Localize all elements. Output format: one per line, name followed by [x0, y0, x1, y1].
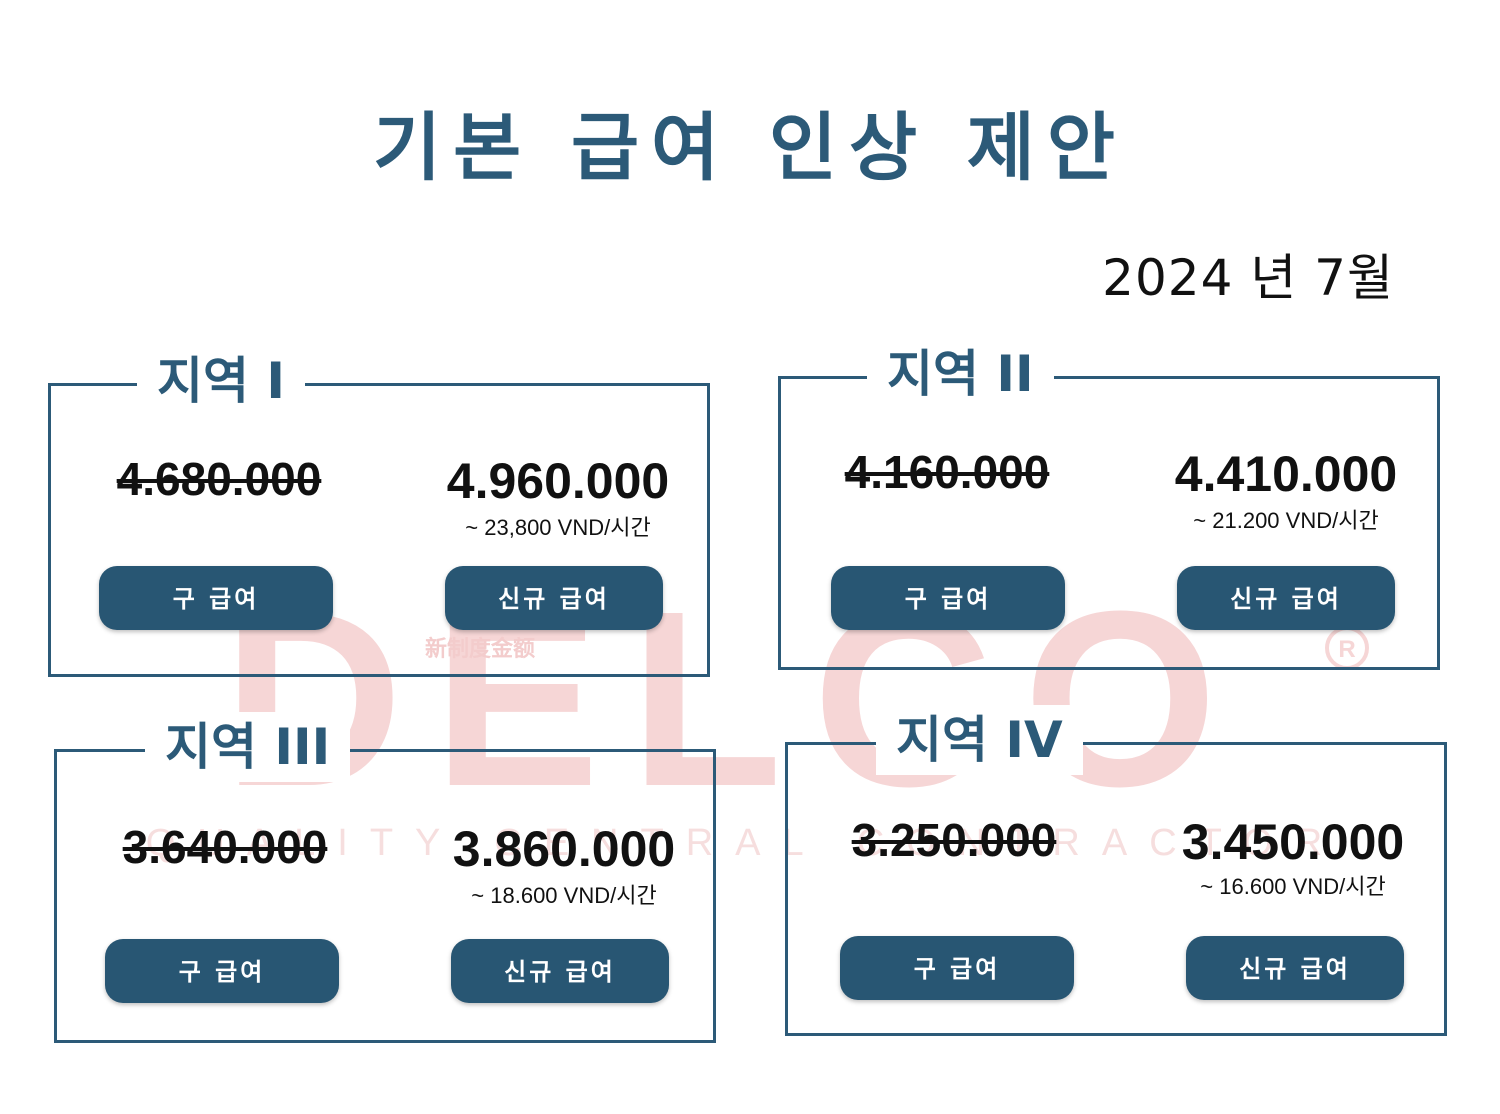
new-salary-button[interactable]: 신규 급여: [451, 939, 669, 1003]
region-3-title: 지역 III: [145, 712, 351, 782]
hourly-rate: ~ 21.200 VND/시간: [1193, 508, 1379, 533]
hourly-rate: ~ 18.600 VND/시간: [471, 883, 657, 908]
new-salary-button[interactable]: 신규 급여: [445, 566, 663, 630]
new-salary-amount: 3.450.000: [1181, 814, 1405, 870]
region-2-title: 지역 II: [867, 339, 1054, 409]
hourly-rate: ~ 23,800 VND/시간: [465, 515, 651, 540]
region-4-card: 지역 IV 3.250.000 3.450.000 ~ 16.600 VND/시…: [785, 705, 1447, 1036]
region-2-card: 지역 II 4.160.000 4.410.000 ~ 21.200 VND/시…: [778, 339, 1440, 670]
old-salary-button[interactable]: 구 급여: [105, 939, 339, 1003]
old-salary-amount: 3.640.000: [122, 821, 328, 873]
new-salary-amount: 4.960.000: [446, 453, 670, 509]
old-salary-amount: 4.160.000: [844, 446, 1050, 498]
old-salary-amount: 3.250.000: [851, 814, 1057, 866]
old-salary-button[interactable]: 구 급여: [840, 936, 1074, 1000]
new-salary-amount: 4.410.000: [1174, 446, 1398, 502]
hourly-rate: ~ 16.600 VND/시간: [1200, 874, 1386, 899]
region-1-card: 지역 I 4.680.000 4.960.000 ~ 23,800 VND/시간…: [48, 346, 710, 677]
new-salary-button[interactable]: 신규 급여: [1177, 566, 1395, 630]
old-salary-button[interactable]: 구 급여: [99, 566, 333, 630]
new-salary-button[interactable]: 신규 급여: [1186, 936, 1404, 1000]
region-1-title: 지역 I: [137, 346, 306, 416]
old-salary-amount: 4.680.000: [116, 453, 322, 505]
date-label: 2024 년 7월: [1102, 249, 1394, 307]
region-4-title: 지역 IV: [876, 705, 1083, 775]
region-3-card: 지역 III 3.640.000 3.860.000 ~ 18.600 VND/…: [54, 712, 716, 1043]
old-salary-button[interactable]: 구 급여: [831, 566, 1065, 630]
new-salary-amount: 3.860.000: [452, 821, 676, 877]
page-title: 기본 급여 인상 제안: [373, 105, 1127, 191]
